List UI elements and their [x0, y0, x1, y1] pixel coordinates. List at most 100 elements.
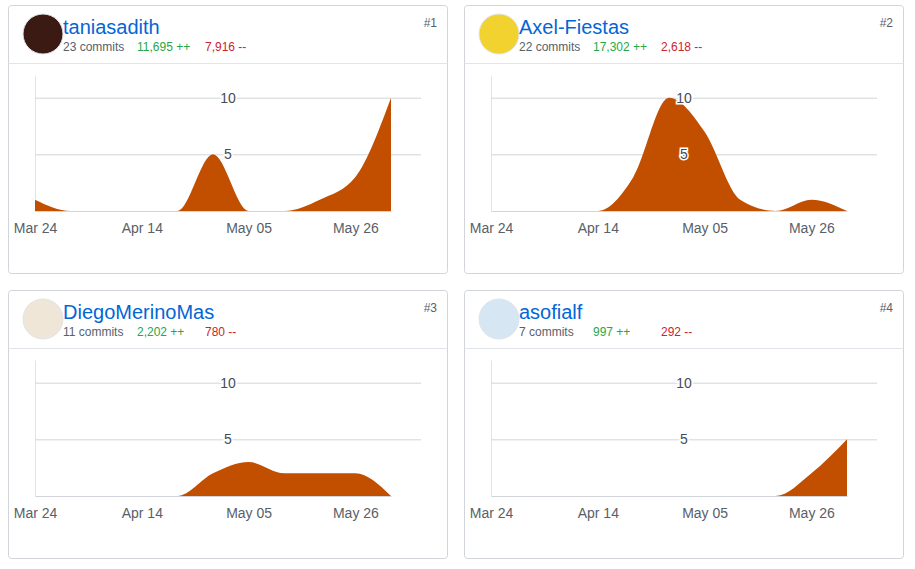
deletions: 7,916 -- [205, 40, 246, 54]
y-tick: 5 [680, 146, 688, 162]
x-tick-label: Mar 24 [14, 505, 58, 521]
x-tick: Mar 24 [470, 211, 514, 236]
y-axis-line [35, 76, 36, 212]
deletions: 2,618 -- [661, 40, 702, 54]
additions: 2,202 ++ [137, 325, 184, 339]
x-tick: May 05 [226, 211, 272, 236]
contributor-card: taniasadith 23 commits 11,695 ++ 7,916 -- #1… [9, 6, 448, 274]
x-tick-label: May 26 [333, 220, 379, 236]
contributors-page: taniasadith 23 commits 11,695 ++ 7,916 -- #1… [0, 0, 915, 569]
x-tick: Mar 24 [470, 496, 514, 521]
x-axis: Mar 24 Apr 14 May 05 May 26 [14, 211, 392, 236]
x-tick-label: Mar 24 [470, 220, 514, 236]
x-tick: Apr 14 [122, 496, 163, 521]
avatar[interactable] [23, 299, 63, 339]
x-axis-line [36, 496, 392, 497]
x-tick: May 26 [333, 496, 379, 521]
x-axis-line [492, 211, 848, 212]
x-tick-label: Mar 24 [470, 505, 514, 521]
y-tick-label: 5 [224, 146, 232, 162]
y-axis-line [491, 76, 492, 212]
y-axis-labels: 5 10 [676, 375, 692, 448]
y-tick-label: 5 [224, 431, 232, 447]
avatar[interactable] [23, 14, 63, 54]
y-tick: 10 [676, 375, 692, 391]
y-grid [491, 76, 877, 212]
y-axis-labels: 5 10 [676, 90, 692, 163]
y-axis-labels: 5 10 [220, 375, 236, 448]
x-tick: Mar 24 [14, 496, 58, 521]
x-tick-label: May 26 [789, 505, 835, 521]
x-tick: Apr 14 [578, 211, 619, 236]
x-axis-line [492, 496, 848, 497]
plot-area [491, 439, 847, 496]
x-tick-label: Apr 14 [122, 505, 163, 521]
y-tick: 10 [220, 90, 236, 106]
x-tick: Mar 24 [14, 211, 58, 236]
y-tick-label: 10 [676, 90, 692, 106]
x-tick-label: May 05 [226, 220, 272, 236]
rank: #2 [880, 16, 894, 30]
additions: 997 ++ [593, 325, 630, 339]
avatar[interactable] [479, 14, 519, 54]
x-tick-label: Mar 24 [14, 220, 58, 236]
x-tick-label: Apr 14 [578, 220, 619, 236]
y-grid [35, 76, 421, 212]
contributor-name[interactable]: DiegoMerinoMas [63, 301, 214, 323]
plot-area [35, 98, 391, 211]
commit-area [35, 98, 391, 211]
y-tick-label: 5 [680, 146, 688, 162]
x-tick-label: May 05 [226, 505, 272, 521]
plot-area [491, 98, 847, 211]
commit-count: 22 commits [519, 40, 580, 54]
card-frame [9, 291, 448, 559]
additions: 11,695 ++ [137, 40, 190, 54]
plot-area [35, 462, 391, 496]
rank: #3 [424, 301, 438, 315]
x-axis-line [36, 211, 392, 212]
y-tick-label: 10 [220, 90, 236, 106]
y-tick: 5 [224, 146, 232, 162]
y-tick: 10 [676, 90, 692, 106]
x-tick: May 05 [682, 211, 728, 236]
x-tick: May 05 [682, 496, 728, 521]
contributor-name[interactable]: Axel-Fiestas [519, 16, 629, 38]
y-tick: 5 [224, 431, 232, 447]
card-frame [465, 6, 904, 274]
y-grid [35, 361, 421, 497]
y-axis-labels: 5 10 [220, 90, 236, 163]
x-tick: May 26 [789, 211, 835, 236]
commit-area [491, 98, 847, 211]
additions: 17,302 ++ [593, 40, 647, 54]
header-separator [9, 348, 448, 349]
x-tick-label: May 05 [682, 505, 728, 521]
avatar[interactable] [479, 299, 519, 339]
y-axis-line [491, 361, 492, 497]
x-tick-label: May 26 [333, 505, 379, 521]
contributor-name[interactable]: asofialf [519, 301, 583, 323]
commit-count: 23 commits [63, 40, 124, 54]
x-axis: Mar 24 Apr 14 May 05 May 26 [470, 211, 848, 236]
header-separator [465, 348, 904, 349]
x-tick: May 05 [226, 496, 272, 521]
commit-count: 11 commits [63, 325, 123, 339]
y-axis-line [35, 361, 36, 497]
commit-area [491, 439, 847, 496]
x-tick: May 26 [789, 496, 835, 521]
rank: #1 [424, 16, 438, 30]
deletions: 780 -- [205, 325, 236, 339]
y-tick: 10 [220, 375, 236, 391]
contributor-name[interactable]: taniasadith [63, 16, 160, 38]
card-frame [465, 291, 904, 559]
y-tick-label: 10 [220, 375, 236, 391]
commit-count: 7 commits [519, 325, 574, 339]
y-tick-label: 5 [680, 431, 688, 447]
x-tick: Apr 14 [578, 496, 619, 521]
x-tick-label: Apr 14 [122, 220, 163, 236]
contributor-card: Axel-Fiestas 22 commits 17,302 ++ 2,618 -- #… [465, 6, 904, 274]
x-tick-label: May 26 [789, 220, 835, 236]
commit-area [35, 462, 391, 496]
x-axis: Mar 24 Apr 14 May 05 May 26 [14, 496, 392, 521]
y-tick-label: 10 [676, 375, 692, 391]
header-separator [465, 63, 904, 64]
